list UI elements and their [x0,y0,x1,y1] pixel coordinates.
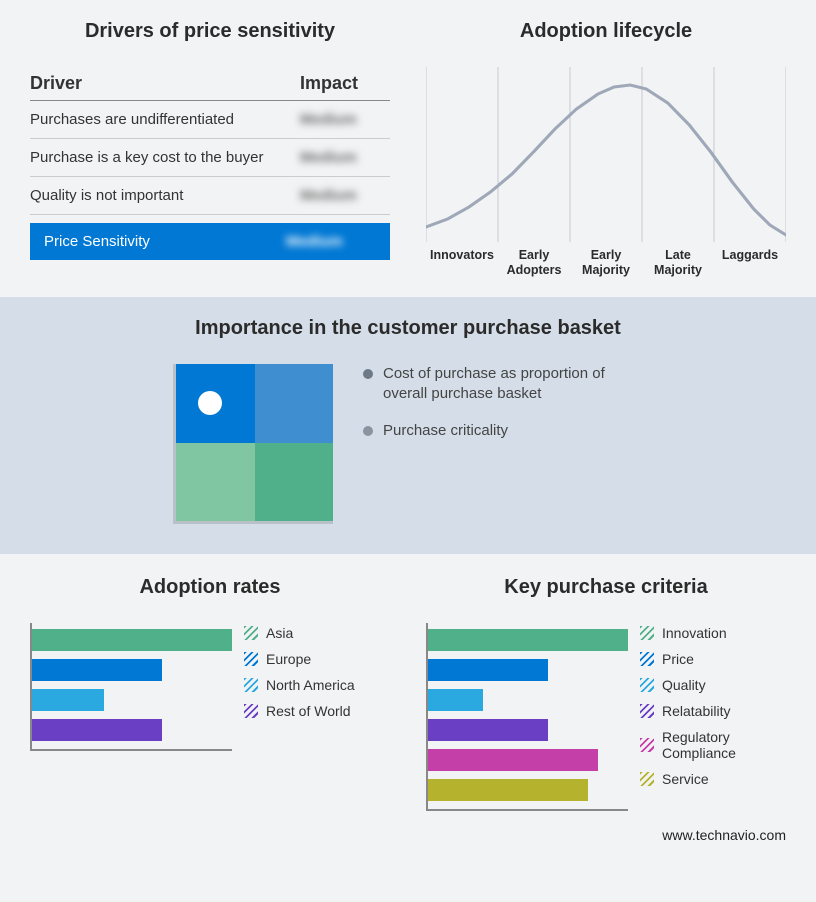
drivers-summary-impact: Medium [286,233,376,250]
legend-label: Service [662,771,709,787]
adoption-section: Adoption rates Asia Europe North America Re… [0,554,408,821]
basket-legend: Cost of purchase as proportion of overal… [363,364,643,457]
legend-swatch-icon [244,652,258,666]
quadrant-chart [173,364,333,524]
adoption-bars [30,623,232,751]
lifecycle-label: Laggards [714,248,786,277]
impact-cell: Medium [300,111,390,128]
lifecycle-chart: InnovatorsEarlyAdoptersEarlyMajorityLate… [426,67,786,277]
hbar [32,689,104,711]
adoption-chart: Asia Europe North America Rest of World [30,623,390,751]
legend-bullet-icon [363,426,373,436]
legend-swatch-icon [640,772,654,786]
hbar-legend-item: Price [640,651,786,667]
drivers-row: Purchases are undifferentiatedMedium [30,101,390,139]
hbar [428,629,628,651]
drivers-summary-label: Price Sensitivity [44,233,286,250]
legend-swatch-icon [640,626,654,640]
hbar-legend-item: Regulatory Compliance [640,729,786,761]
hbar [428,719,548,741]
legend-label: Rest of World [266,703,351,719]
quadrant-tr [255,364,334,443]
drivers-section: Drivers of price sensitivity Driver Impa… [0,0,408,297]
drivers-table: Driver Impact Purchases are undifferenti… [30,73,390,260]
lifecycle-label: EarlyMajority [570,248,642,277]
impact-cell: Medium [300,149,390,166]
legend-label: Quality [662,677,706,693]
top-row: Drivers of price sensitivity Driver Impa… [0,0,816,297]
quadrant-marker [198,391,222,415]
lifecycle-title: Adoption lifecycle [426,20,786,43]
criteria-bars [426,623,628,811]
legend-text: Cost of purchase as proportion of overal… [383,364,643,405]
criteria-title: Key purchase criteria [426,576,786,599]
criteria-chart: Innovation Price Quality Relatability Regula… [426,623,786,811]
adoption-title: Adoption rates [30,576,390,599]
lifecycle-label: EarlyAdopters [498,248,570,277]
drivers-row: Quality is not importantMedium [30,177,390,215]
legend-swatch-icon [640,738,654,752]
hbar-legend-item: Rest of World [244,703,355,719]
adoption-legend: Asia Europe North America Rest of World [244,623,355,751]
hbar [32,629,232,651]
col-impact-header: Impact [300,73,390,94]
hbar-legend-item: Service [640,771,786,787]
drivers-header: Driver Impact [30,73,390,101]
legend-swatch-icon [244,626,258,640]
lifecycle-labels: InnovatorsEarlyAdoptersEarlyMajorityLate… [426,248,786,277]
legend-swatch-icon [640,678,654,692]
basket-content: Cost of purchase as proportion of overal… [30,364,786,524]
hbar [32,719,162,741]
basket-title: Importance in the customer purchase bask… [30,317,786,340]
legend-text: Purchase criticality [383,421,508,441]
hbar-legend-item: North America [244,677,355,693]
hbar-legend-item: Asia [244,625,355,641]
legend-label: Europe [266,651,311,667]
lifecycle-curve-svg [426,67,786,242]
footer-text: www.technavio.com [0,821,816,855]
bottom-row: Adoption rates Asia Europe North America Re… [0,554,816,821]
hbar-legend-item: Relatability [640,703,786,719]
drivers-title: Drivers of price sensitivity [30,20,390,43]
quadrant-bl [176,443,255,522]
quadrant-br [255,443,334,522]
col-driver-header: Driver [30,73,300,94]
hbar-legend-item: Innovation [640,625,786,641]
legend-swatch-icon [244,704,258,718]
legend-swatch-icon [640,704,654,718]
drivers-row: Purchase is a key cost to the buyerMediu… [30,139,390,177]
hbar [428,659,548,681]
hbar [428,779,588,801]
lifecycle-label: LateMajority [642,248,714,277]
legend-label: Price [662,651,694,667]
basket-legend-item: Purchase criticality [363,421,643,441]
driver-cell: Purchases are undifferentiated [30,111,300,128]
drivers-summary-row: Price Sensitivity Medium [30,223,390,260]
legend-label: Innovation [662,625,727,641]
legend-label: Asia [266,625,293,641]
hbar-legend-item: Europe [244,651,355,667]
hbar-legend-item: Quality [640,677,786,693]
criteria-legend: Innovation Price Quality Relatability Regula… [640,623,786,811]
criteria-section: Key purchase criteria Innovation Price Qua… [408,554,816,821]
legend-label: Regulatory Compliance [662,729,786,761]
driver-cell: Purchase is a key cost to the buyer [30,149,300,166]
legend-swatch-icon [640,652,654,666]
hbar [428,749,598,771]
legend-swatch-icon [244,678,258,692]
hbar [428,689,483,711]
hbar [32,659,162,681]
legend-label: Relatability [662,703,730,719]
basket-section: Importance in the customer purchase bask… [0,297,816,554]
basket-legend-item: Cost of purchase as proportion of overal… [363,364,643,405]
impact-cell: Medium [300,187,390,204]
driver-cell: Quality is not important [30,187,300,204]
legend-bullet-icon [363,369,373,379]
lifecycle-section: Adoption lifecycle InnovatorsEarlyAdopte… [408,0,816,297]
lifecycle-label: Innovators [426,248,498,277]
legend-label: North America [266,677,355,693]
